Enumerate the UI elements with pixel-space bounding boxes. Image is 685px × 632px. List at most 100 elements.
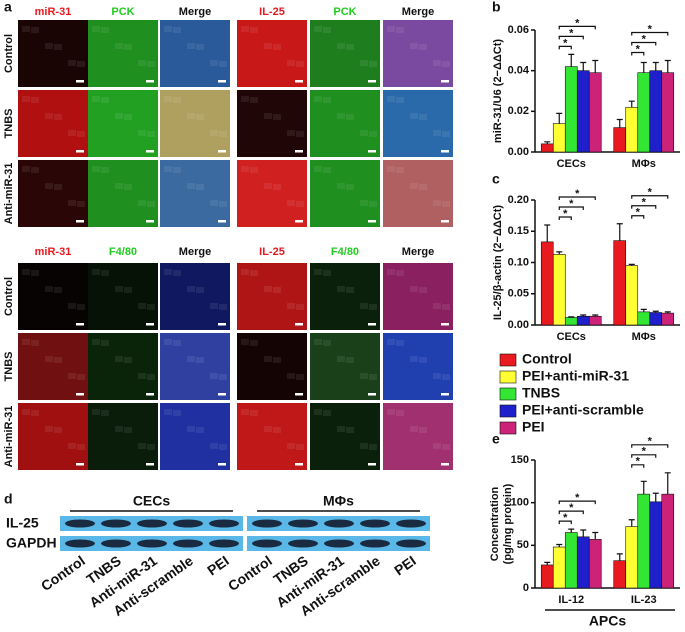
texture — [173, 340, 181, 346]
x-tick-label: IL-12 — [558, 594, 584, 606]
significance-star: * — [563, 208, 568, 220]
micrograph — [160, 403, 230, 470]
significance-bracket — [631, 444, 669, 448]
scale-bar — [295, 393, 303, 396]
texture — [115, 43, 123, 49]
texture — [410, 286, 418, 292]
texture — [196, 184, 204, 190]
texture — [54, 287, 62, 293]
bar — [625, 106, 639, 153]
texture — [264, 43, 272, 49]
texture — [250, 270, 258, 276]
texture — [419, 114, 427, 120]
error-bar — [628, 100, 635, 108]
x-tick-label: CECs — [557, 158, 586, 170]
texture — [250, 27, 258, 33]
texture — [433, 200, 441, 206]
bar — [552, 254, 566, 326]
texture — [296, 444, 304, 450]
blot-band — [209, 519, 239, 528]
texture — [360, 60, 368, 66]
texture — [287, 200, 295, 206]
texture — [387, 339, 395, 345]
blot-band — [396, 519, 426, 528]
scale-bar — [368, 80, 376, 83]
scale-bar — [368, 463, 376, 466]
error-bar — [640, 61, 647, 73]
y-tick-label: 0.04 — [508, 65, 530, 77]
texture — [54, 114, 62, 120]
texture — [323, 167, 331, 173]
image-header: Merge — [179, 6, 211, 18]
texture — [219, 131, 227, 137]
texture — [77, 131, 85, 137]
micrograph — [160, 333, 230, 400]
scale-bar — [295, 150, 303, 153]
texture — [77, 201, 85, 207]
texture — [124, 114, 132, 120]
bar — [564, 66, 578, 153]
y-tick-label: 0.05 — [508, 288, 529, 300]
texture — [314, 26, 322, 32]
texture — [369, 304, 377, 310]
lane-label: Control — [225, 552, 275, 594]
y-tick-label: 0.15 — [508, 225, 529, 237]
texture — [68, 443, 76, 449]
error-bar — [628, 263, 635, 266]
texture — [241, 96, 249, 102]
texture — [250, 410, 258, 416]
scale-bar — [368, 393, 376, 396]
significance-star: * — [569, 502, 574, 514]
texture — [77, 374, 85, 380]
micrograph — [383, 90, 453, 157]
y-tick-label: 0.10 — [508, 256, 529, 268]
texture — [92, 166, 100, 172]
texture — [22, 96, 30, 102]
texture — [369, 61, 377, 67]
texture — [396, 167, 404, 173]
error-bar — [652, 492, 659, 502]
micrograph — [383, 403, 453, 470]
micrograph — [160, 160, 230, 227]
bar — [625, 265, 639, 326]
image-header: miR-31 — [35, 246, 72, 258]
texture — [31, 167, 39, 173]
texture — [369, 201, 377, 207]
texture — [442, 304, 450, 310]
micrograph — [88, 403, 158, 470]
texture — [164, 269, 172, 275]
texture — [54, 184, 62, 190]
texture — [314, 409, 322, 415]
scale-bar — [76, 323, 84, 326]
scale-bar — [295, 220, 303, 223]
micrograph — [237, 403, 307, 470]
bar — [576, 536, 590, 589]
micrograph — [18, 20, 88, 87]
texture — [210, 373, 218, 379]
significance-star: * — [648, 23, 653, 35]
texture — [396, 97, 404, 103]
texture — [419, 44, 427, 50]
texture — [296, 131, 304, 137]
texture — [346, 427, 354, 433]
blot-band — [173, 539, 203, 548]
texture — [337, 356, 345, 362]
texture — [296, 304, 304, 310]
texture — [442, 131, 450, 137]
texture — [442, 61, 450, 67]
bar — [588, 315, 602, 326]
legend-swatch — [499, 387, 517, 401]
error-bar — [568, 316, 575, 318]
significance-bracket — [558, 25, 596, 30]
texture — [115, 426, 123, 432]
micrograph — [310, 263, 380, 330]
blot-band — [137, 539, 167, 548]
scale-bar — [295, 80, 303, 83]
row-label: Control — [3, 34, 15, 73]
texture — [68, 130, 76, 136]
texture — [124, 184, 132, 190]
y-tick-label: 0 — [523, 582, 529, 594]
texture — [92, 409, 100, 415]
texture — [419, 357, 427, 363]
micrograph — [310, 90, 380, 157]
